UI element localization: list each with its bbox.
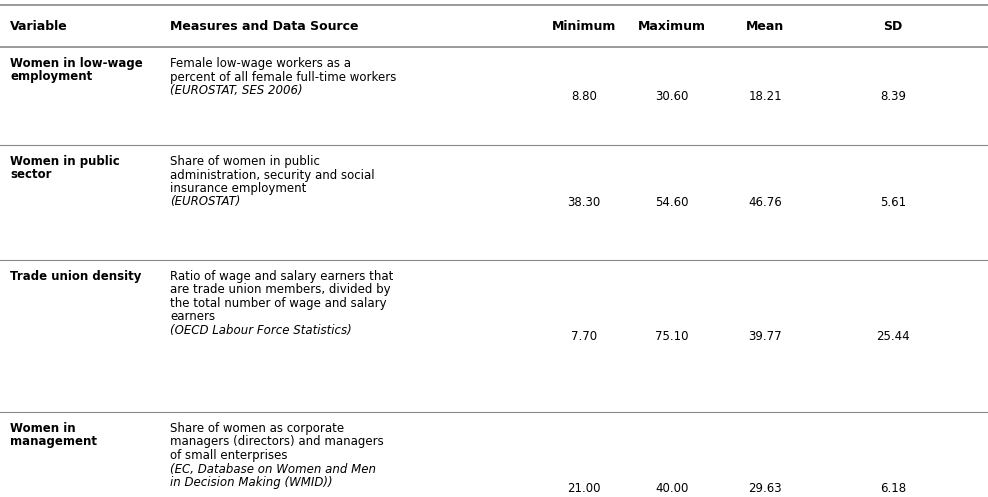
Text: Women in low-wage: Women in low-wage xyxy=(10,57,142,70)
Text: are trade union members, divided by: are trade union members, divided by xyxy=(170,283,390,297)
Text: 5.61: 5.61 xyxy=(880,196,906,209)
Text: 25.44: 25.44 xyxy=(876,330,910,342)
Text: 40.00: 40.00 xyxy=(655,482,689,495)
Text: 18.21: 18.21 xyxy=(748,89,782,102)
Text: Women in: Women in xyxy=(10,422,76,435)
Text: 38.30: 38.30 xyxy=(567,196,601,209)
Text: (EUROSTAT): (EUROSTAT) xyxy=(170,195,240,209)
Text: Share of women in public: Share of women in public xyxy=(170,155,320,168)
Text: Women in public: Women in public xyxy=(10,155,120,168)
Text: 46.76: 46.76 xyxy=(748,196,782,209)
Text: 8.39: 8.39 xyxy=(880,89,906,102)
Text: earners: earners xyxy=(170,311,215,324)
Text: percent of all female full-time workers: percent of all female full-time workers xyxy=(170,71,396,83)
Text: sector: sector xyxy=(10,168,51,181)
Text: SD: SD xyxy=(883,19,903,32)
Text: 8.80: 8.80 xyxy=(571,89,597,102)
Text: Minimum: Minimum xyxy=(552,19,617,32)
Text: 75.10: 75.10 xyxy=(655,330,689,342)
Text: 39.77: 39.77 xyxy=(748,330,782,342)
Text: Measures and Data Source: Measures and Data Source xyxy=(170,19,359,32)
Text: 30.60: 30.60 xyxy=(655,89,689,102)
Text: 6.18: 6.18 xyxy=(880,482,906,495)
Text: 54.60: 54.60 xyxy=(655,196,689,209)
Text: insurance employment: insurance employment xyxy=(170,182,306,195)
Text: managers (directors) and managers: managers (directors) and managers xyxy=(170,435,383,448)
Text: (OECD Labour Force Statistics): (OECD Labour Force Statistics) xyxy=(170,324,352,337)
Text: 7.70: 7.70 xyxy=(571,330,597,342)
Text: employment: employment xyxy=(10,70,92,83)
Text: Share of women as corporate: Share of women as corporate xyxy=(170,422,344,435)
Text: Maximum: Maximum xyxy=(638,19,706,32)
Text: Trade union density: Trade union density xyxy=(10,270,141,283)
Text: Mean: Mean xyxy=(746,19,784,32)
Text: Female low-wage workers as a: Female low-wage workers as a xyxy=(170,57,351,70)
Text: (EC, Database on Women and Men: (EC, Database on Women and Men xyxy=(170,463,376,476)
Text: Variable: Variable xyxy=(10,19,68,32)
Text: of small enterprises: of small enterprises xyxy=(170,449,288,462)
Text: Ratio of wage and salary earners that: Ratio of wage and salary earners that xyxy=(170,270,393,283)
Text: in Decision Making (WMID)): in Decision Making (WMID)) xyxy=(170,476,333,489)
Text: the total number of wage and salary: the total number of wage and salary xyxy=(170,297,386,310)
Text: 29.63: 29.63 xyxy=(748,482,782,495)
Text: management: management xyxy=(10,435,97,448)
Text: (EUROSTAT, SES 2006): (EUROSTAT, SES 2006) xyxy=(170,84,302,97)
Text: administration, security and social: administration, security and social xyxy=(170,168,374,181)
Text: 21.00: 21.00 xyxy=(567,482,601,495)
